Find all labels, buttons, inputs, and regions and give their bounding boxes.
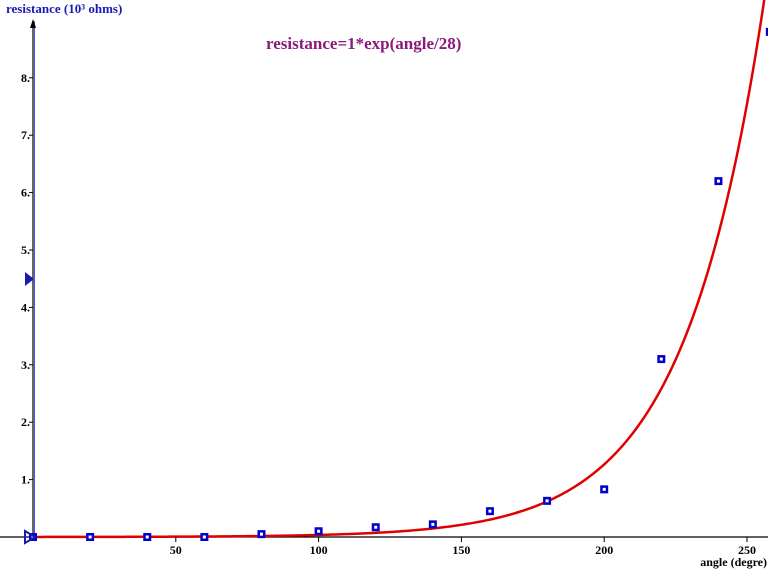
- chart-title: resistance=1*exp(angle/28): [266, 34, 461, 53]
- data-point-marker: [765, 27, 768, 36]
- y-tick-label: 6.: [21, 186, 30, 200]
- data-point-center: [431, 522, 435, 526]
- y-axis-handle-icon: [25, 272, 34, 286]
- fit-curve-layer: [33, 0, 766, 539]
- y-tick-label: 3.: [21, 358, 30, 372]
- data-point-center: [88, 535, 92, 539]
- y-tick-label: 2.: [21, 415, 30, 429]
- origin-handle-icon: [24, 529, 37, 545]
- data-point-center: [659, 357, 663, 361]
- x-tick-label: 200: [595, 543, 613, 557]
- data-point-center: [145, 535, 149, 539]
- data-point-center: [488, 509, 492, 513]
- x-tick-label: 250: [738, 543, 756, 557]
- fit-curve: [33, 0, 766, 539]
- y-tick-label: 7.: [21, 128, 30, 142]
- y-axis-arrow: [30, 19, 36, 28]
- data-point-center: [202, 535, 206, 539]
- x-tick-label: 150: [452, 543, 470, 557]
- y-tick-label: 1.: [21, 473, 30, 487]
- y-axis-label: resistance (10³ ohms): [6, 1, 122, 16]
- x-tick-label: 50: [170, 543, 182, 557]
- tick-labels-layer: 50 100 150 200 250 1. 2. 3. 4. 5. 6. 7. 8.: [21, 71, 756, 557]
- data-point-center: [545, 499, 549, 503]
- data-point-center: [31, 535, 35, 539]
- data-point-center: [716, 179, 720, 183]
- x-tick-label: 100: [310, 543, 328, 557]
- axes: [0, 19, 768, 538]
- data-points-layer: [29, 27, 768, 541]
- axis-handles: [24, 272, 37, 545]
- x-axis-label: angle (degre): [700, 555, 767, 569]
- data-point-center: [259, 532, 263, 536]
- y-tick-label: 4.: [21, 300, 30, 314]
- y-tick-label: 8.: [21, 71, 30, 85]
- data-point-center: [317, 529, 321, 533]
- data-point-center: [374, 525, 378, 529]
- data-point-center: [602, 487, 606, 491]
- y-tick-label: 5.: [21, 243, 30, 257]
